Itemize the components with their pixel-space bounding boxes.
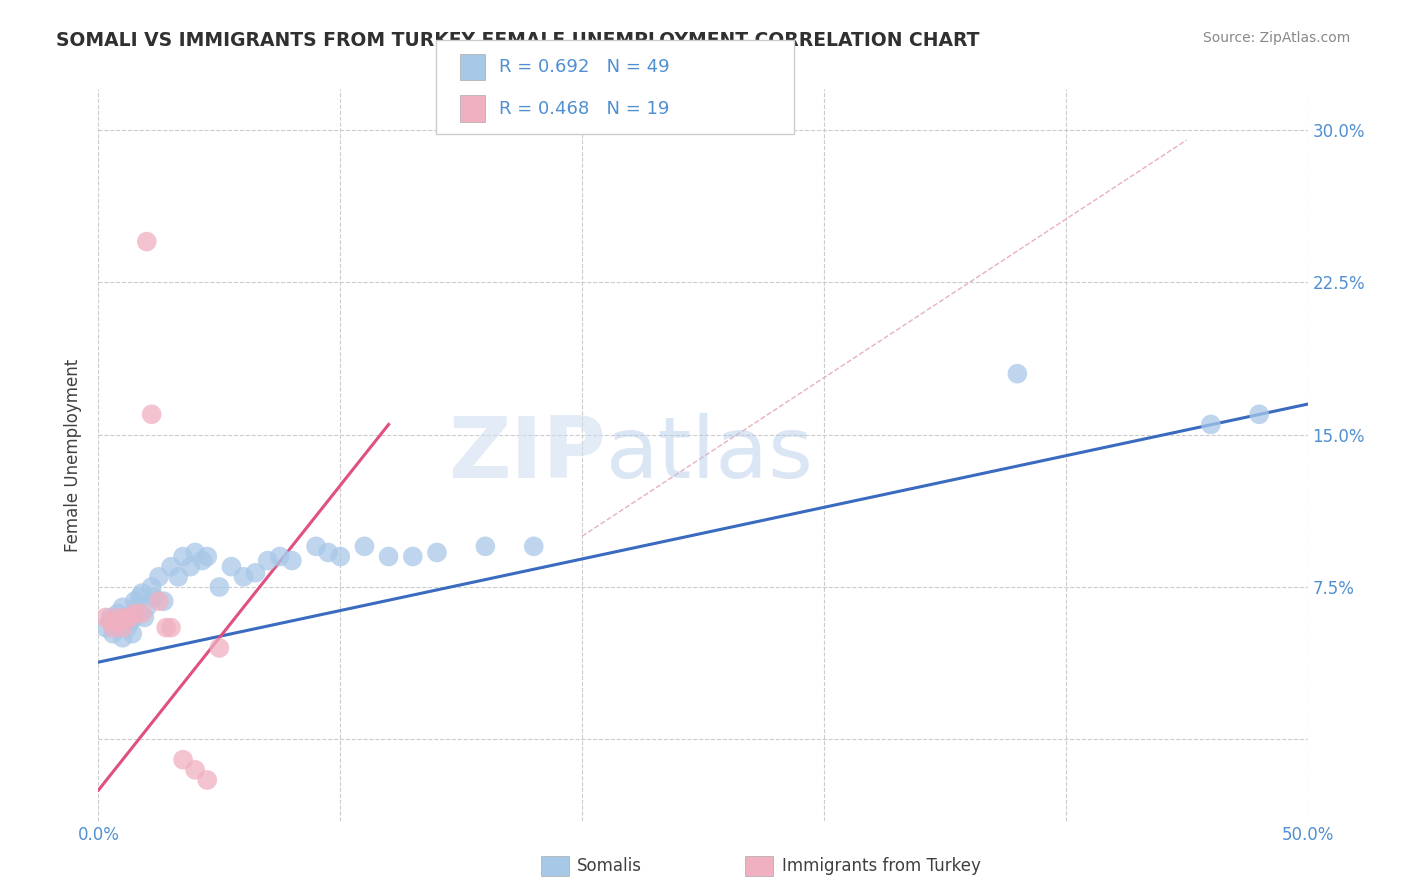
Point	[131, 607, 153, 621]
Point	[152, 594, 174, 608]
Point	[111, 631, 134, 645]
Point	[117, 610, 139, 624]
Point	[108, 615, 131, 629]
Point	[117, 621, 139, 635]
Point	[281, 553, 304, 567]
Point	[100, 615, 122, 629]
Point	[124, 607, 146, 621]
Point	[172, 753, 194, 767]
Point	[114, 610, 136, 624]
Point	[111, 600, 134, 615]
Point	[184, 545, 207, 559]
Point	[305, 539, 328, 553]
Point	[256, 553, 278, 567]
Point	[148, 594, 170, 608]
Point	[191, 553, 214, 567]
Point	[1249, 407, 1271, 421]
Point	[94, 621, 117, 635]
Point	[160, 621, 183, 635]
Point	[135, 235, 157, 249]
Point	[124, 610, 146, 624]
Point	[141, 407, 163, 421]
Point	[329, 549, 352, 564]
Point	[316, 545, 339, 559]
Point	[179, 559, 201, 574]
Point	[107, 610, 129, 624]
Point	[245, 566, 267, 580]
Point	[94, 610, 117, 624]
Point	[172, 549, 194, 564]
Point	[474, 539, 496, 553]
Point	[118, 610, 141, 624]
Point	[269, 549, 291, 564]
Point	[104, 615, 127, 629]
Point	[118, 615, 141, 629]
Point	[134, 610, 156, 624]
Point	[160, 559, 183, 574]
Point	[221, 559, 243, 574]
Point	[195, 772, 218, 787]
Point	[195, 549, 218, 564]
Point	[208, 640, 231, 655]
Point	[100, 610, 122, 624]
Point	[141, 580, 163, 594]
Point	[208, 580, 231, 594]
Text: Source: ZipAtlas.com: Source: ZipAtlas.com	[1202, 31, 1350, 45]
Point	[124, 594, 146, 608]
Point	[128, 590, 150, 604]
Point	[377, 549, 399, 564]
Point	[107, 607, 129, 621]
Y-axis label: Female Unemployment: Female Unemployment	[65, 359, 83, 551]
Point	[101, 626, 124, 640]
Point	[232, 570, 254, 584]
Text: atlas: atlas	[606, 413, 814, 497]
Point	[167, 570, 190, 584]
Point	[143, 590, 166, 604]
Point	[184, 763, 207, 777]
Point	[426, 545, 449, 559]
Point	[127, 600, 149, 615]
Text: SOMALI VS IMMIGRANTS FROM TURKEY FEMALE UNEMPLOYMENT CORRELATION CHART: SOMALI VS IMMIGRANTS FROM TURKEY FEMALE …	[56, 31, 980, 50]
Point	[101, 621, 124, 635]
Point	[121, 626, 143, 640]
Point	[108, 621, 131, 635]
Text: R = 0.468   N = 19: R = 0.468 N = 19	[499, 100, 669, 118]
Point	[111, 621, 134, 635]
Point	[1007, 367, 1029, 381]
Point	[131, 586, 153, 600]
Point	[402, 549, 425, 564]
Text: Somalis: Somalis	[576, 857, 641, 875]
Point	[155, 621, 177, 635]
Text: Immigrants from Turkey: Immigrants from Turkey	[782, 857, 980, 875]
Point	[523, 539, 546, 553]
Point	[148, 570, 170, 584]
Point	[353, 539, 375, 553]
Point	[1199, 417, 1222, 432]
Text: R = 0.692   N = 49: R = 0.692 N = 49	[499, 58, 669, 76]
Text: ZIP: ZIP	[449, 413, 606, 497]
Point	[135, 600, 157, 615]
